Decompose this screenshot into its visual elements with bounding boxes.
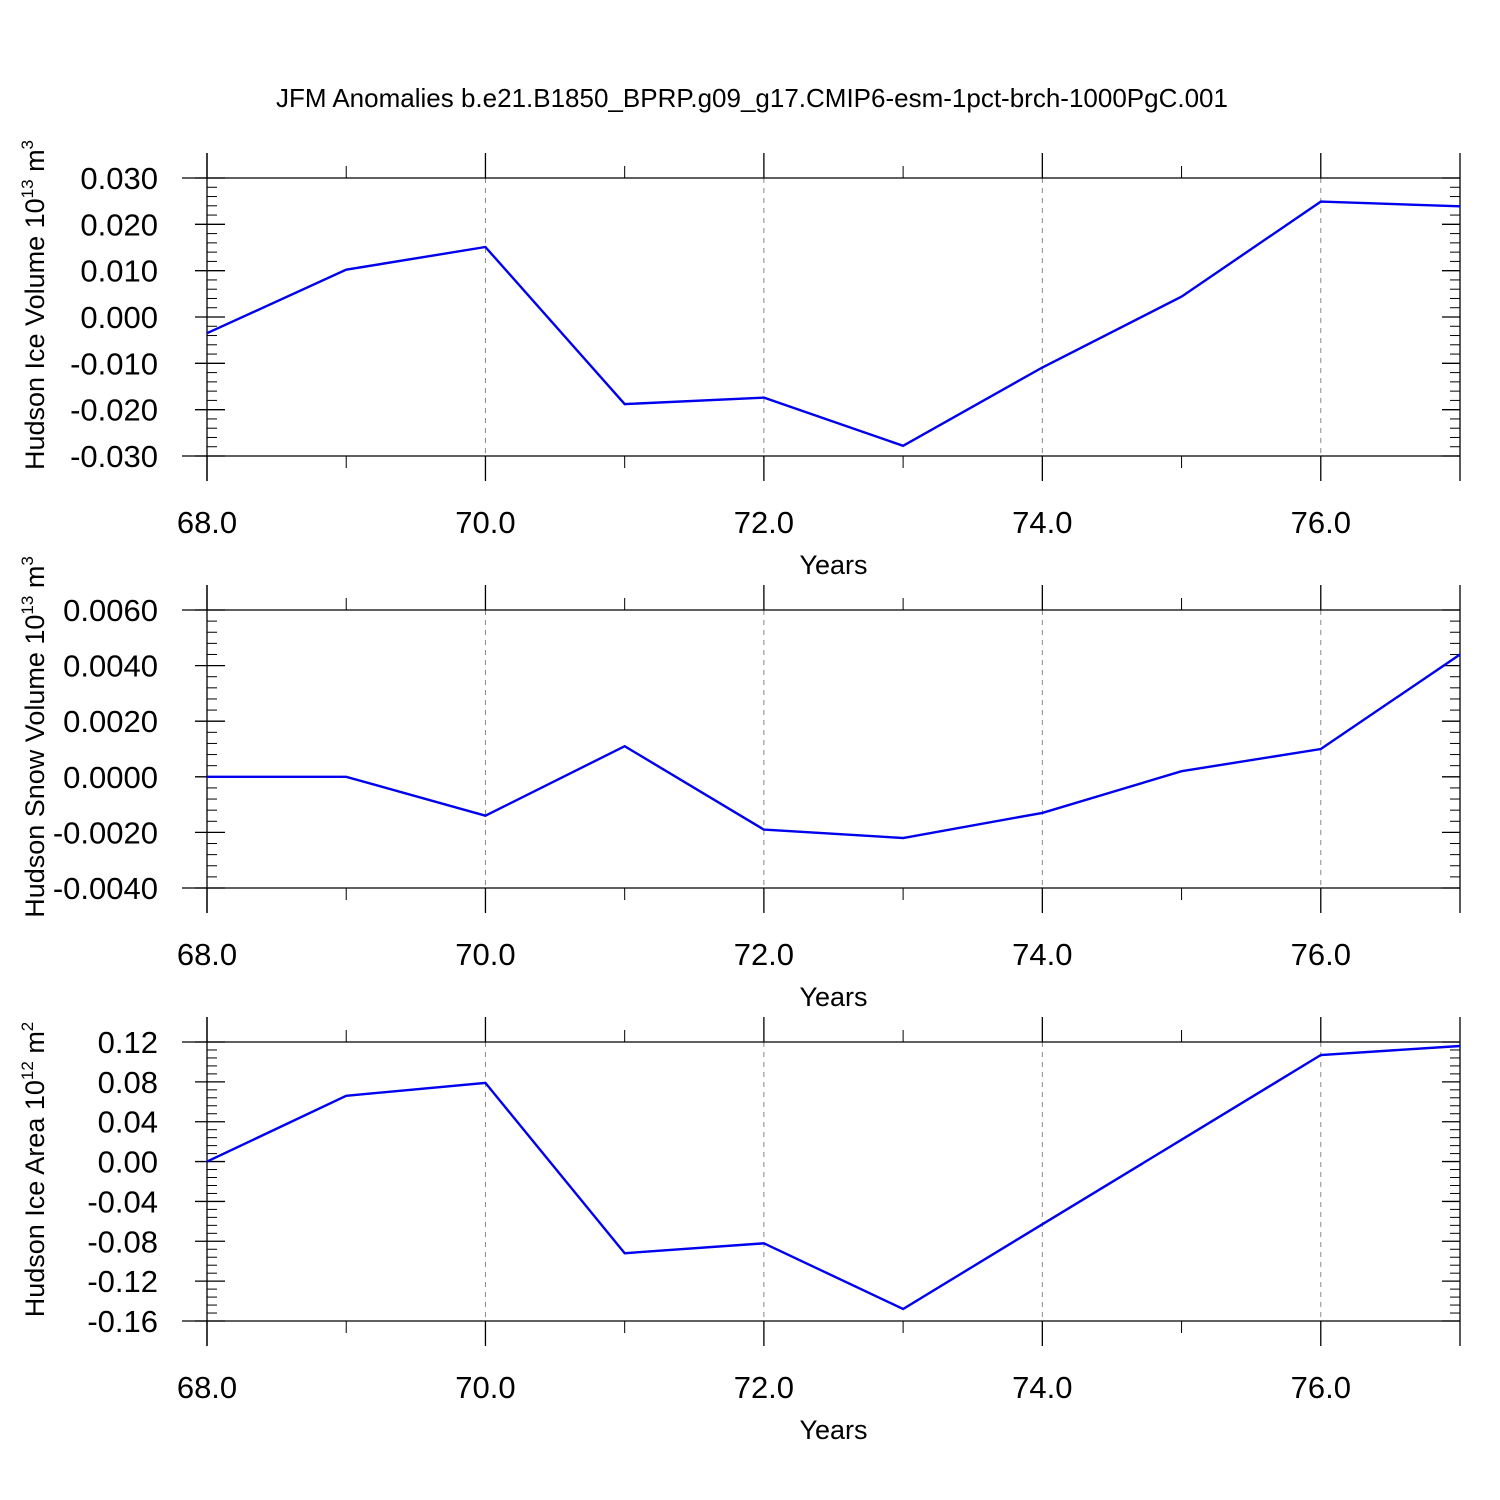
y-tick-label: -0.08 (87, 1224, 158, 1259)
x-axis-label: Years (799, 1415, 867, 1445)
y-tick-label: 0.08 (98, 1065, 158, 1100)
x-tick-label: 74.0 (1012, 937, 1072, 972)
chart-panels: -0.030 -0.020 -0.010 0.000 0.010 0.020 0.030 68… (18, 140, 1461, 1445)
y-axis-label: Hudson Ice Volume 1013 m3 (18, 140, 50, 470)
y-axis-label: Hudson Ice Area 1012 m2 (18, 1022, 50, 1318)
x-tick-label: 68.0 (177, 1370, 237, 1405)
y-tick-label: 0.0000 (63, 760, 158, 795)
y-tick-label: -0.010 (70, 346, 158, 381)
figure-title: JFM Anomalies b.e21.B1850_BPRP.g09_g17.C… (276, 83, 1228, 113)
x-tick-label: 70.0 (455, 937, 515, 972)
y-tick-label: -0.16 (87, 1304, 158, 1339)
series-line-1 (206, 1044, 1461, 1311)
y-tick-label: -0.020 (70, 393, 158, 428)
y-tick-label: -0.030 (70, 439, 158, 474)
series-line-1 (207, 653, 1461, 840)
y-tick-label: 0.12 (98, 1025, 158, 1060)
y-tick-label: -0.04 (87, 1184, 158, 1219)
y-tick-label: 0.020 (80, 207, 158, 242)
y-tick-label: 0.0040 (63, 649, 158, 684)
x-axis-label: Years (799, 550, 867, 580)
chart-panel-3: -0.16 -0.12 -0.08 -0.04 0.00 0.04 0.08 0.12 68.0… (18, 1017, 1461, 1445)
x-tick-label: 70.0 (455, 1370, 515, 1405)
y-tick-label: 0.0060 (63, 593, 158, 628)
y-tick-label: 0.030 (80, 161, 158, 196)
x-tick-label: 68.0 (177, 937, 237, 972)
x-axis-label: Years (799, 982, 867, 1012)
y-tick-label: -0.12 (87, 1264, 158, 1299)
series-line-1 (206, 200, 1461, 448)
x-tick-label: 74.0 (1012, 1370, 1072, 1405)
x-tick-label: 70.0 (455, 505, 515, 540)
y-tick-label: 0.010 (80, 254, 158, 289)
x-tick-label: 76.0 (1291, 505, 1351, 540)
y-tick-label: 0.04 (98, 1105, 158, 1140)
x-tick-label: 74.0 (1012, 505, 1072, 540)
y-tick-label: 0.00 (98, 1145, 158, 1180)
chart-panel-2: -0.0040 -0.0020 0.0000 0.0020 0.0040 0.0060 68… (18, 556, 1461, 1012)
x-tick-label: 68.0 (177, 505, 237, 540)
y-tick-label: 0.0020 (63, 704, 158, 739)
x-tick-label: 76.0 (1291, 1370, 1351, 1405)
y-tick-label: -0.0040 (53, 871, 158, 906)
y-axis-label: Hudson Snow Volume 1013 m3 (18, 556, 50, 918)
x-tick-label: 72.0 (734, 1370, 794, 1405)
y-tick-label: -0.0020 (53, 815, 158, 850)
x-tick-label: 72.0 (734, 505, 794, 540)
x-tick-label: 72.0 (734, 937, 794, 972)
chart-panel-1: -0.030 -0.020 -0.010 0.000 0.010 0.020 0.030 68… (18, 140, 1461, 580)
x-tick-label: 76.0 (1291, 937, 1351, 972)
y-tick-label: 0.000 (80, 300, 158, 335)
